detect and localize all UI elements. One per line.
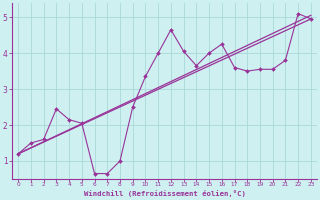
X-axis label: Windchill (Refroidissement éolien,°C): Windchill (Refroidissement éolien,°C) (84, 190, 245, 197)
